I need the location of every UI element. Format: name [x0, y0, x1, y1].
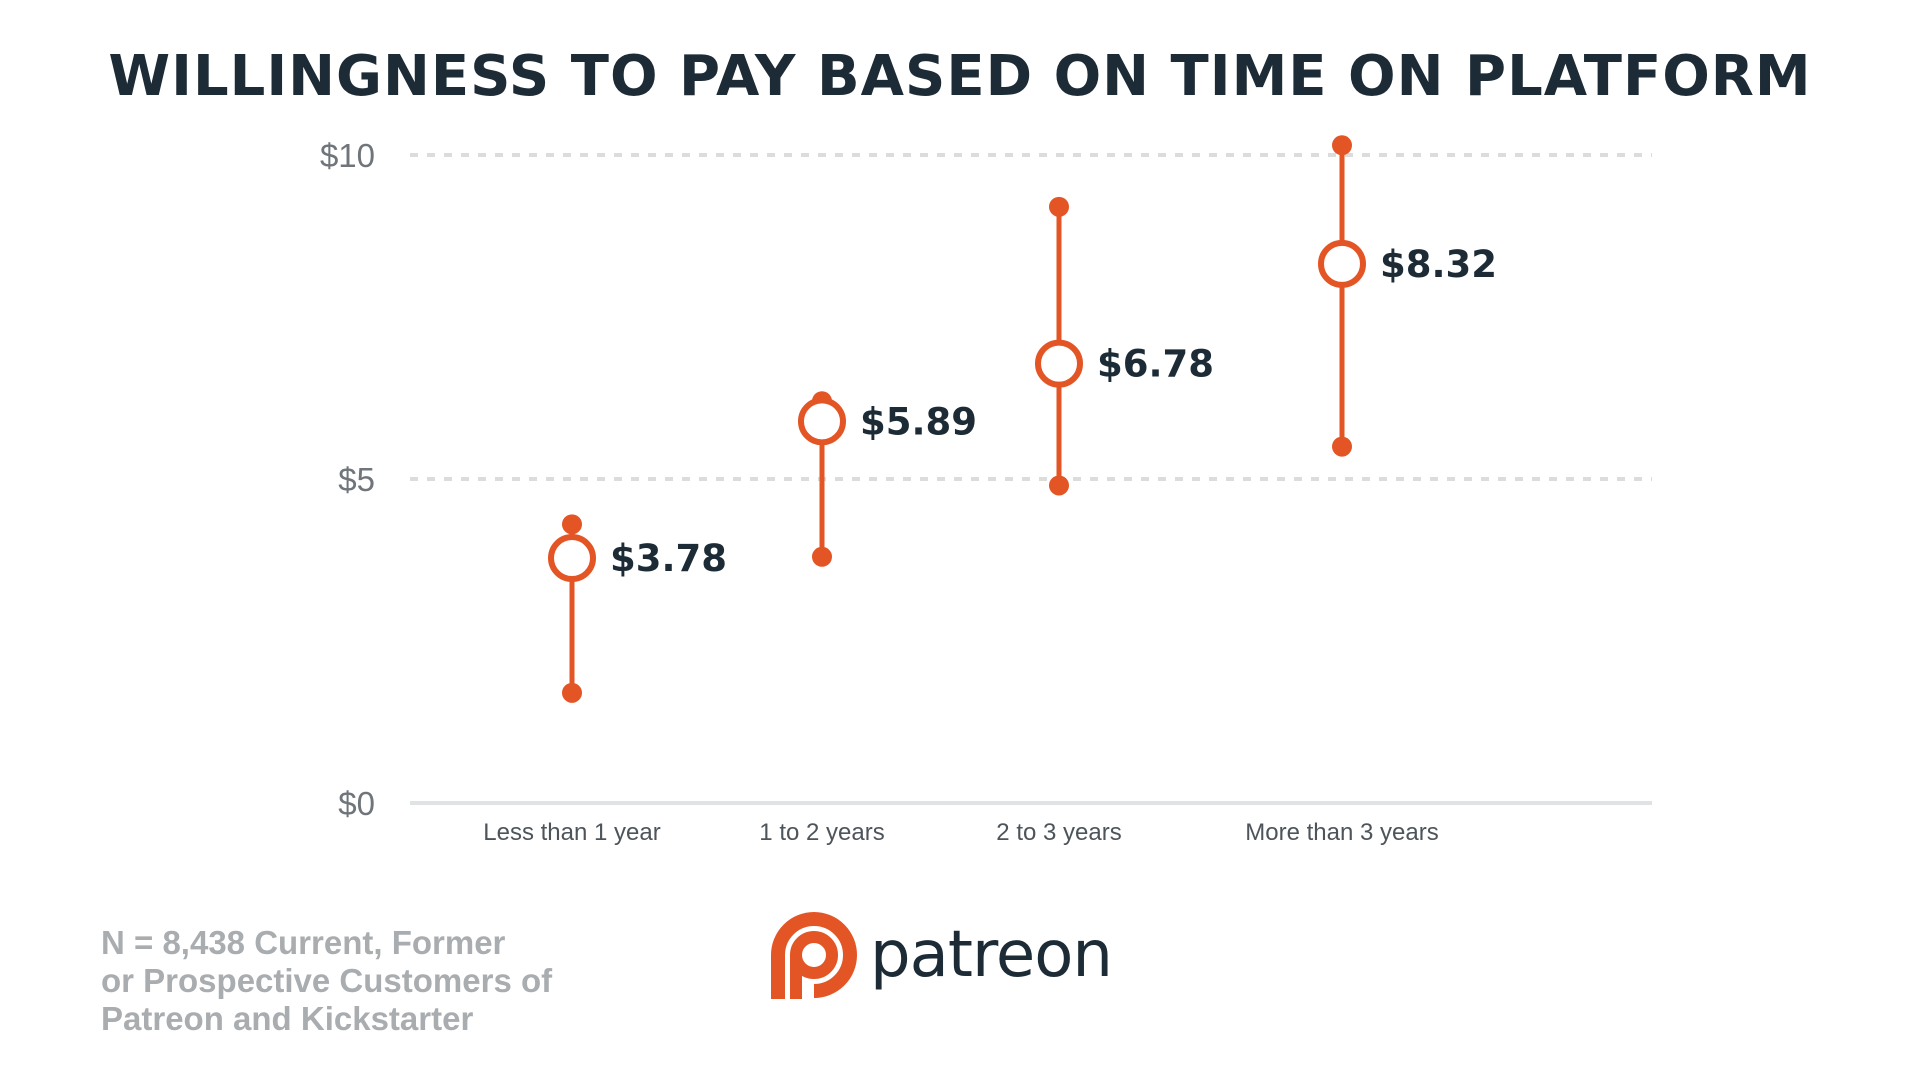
mean-marker: [548, 534, 596, 583]
y-tick-label: $10: [320, 137, 375, 174]
data-label: $6.78: [1097, 343, 1214, 386]
footnote-line: or Prospective Customers of: [101, 962, 553, 999]
mean-marker: [1035, 339, 1083, 388]
data-label: $8.32: [1380, 243, 1497, 286]
range-low-cap: [562, 682, 582, 703]
grid-layer: [410, 153, 1652, 481]
mean-marker: [798, 397, 846, 446]
range-high-cap: [1332, 135, 1352, 156]
x-tick-label: 2 to 3 years: [996, 819, 1121, 846]
y-tick-label: $0: [338, 785, 375, 822]
chart-title: WILLINGNESS TO PAY BASED ON TIME ON PLAT…: [108, 44, 1812, 109]
data-label: $5.89: [860, 400, 977, 443]
y-tick-label: $5: [338, 461, 375, 498]
patreon-logo-icon: [771, 912, 857, 999]
y-tick-labels: $0 $5 $10: [320, 137, 375, 822]
footnote-line: Patreon and Kickstarter: [101, 1000, 474, 1037]
sample-size-note: N = 8,438 Current, Former or Prospective…: [101, 924, 621, 1038]
x-tick-label: Less than 1 year: [483, 819, 660, 846]
range-low-cap: [1049, 475, 1069, 496]
patreon-logo: patreon: [770, 905, 1113, 1005]
x-tick-label: 1 to 2 years: [759, 819, 884, 846]
range-low-cap: [812, 546, 832, 567]
x-tick-label: More than 3 years: [1245, 819, 1438, 846]
patreon-wordmark: patreon: [870, 918, 1113, 992]
range-low-cap: [1332, 436, 1352, 457]
range-high-cap: [1049, 196, 1069, 217]
x-tick-labels: Less than 1 year 1 to 2 years 2 to 3 years…: [483, 819, 1438, 846]
data-label: $3.78: [610, 537, 727, 580]
mean-marker: [1318, 239, 1366, 288]
footnote-line: N = 8,438 Current, Former: [101, 924, 506, 961]
series-layer: $3.78 $5.89 $6.78 $8.32: [548, 135, 1497, 703]
range-high-cap: [562, 514, 582, 535]
